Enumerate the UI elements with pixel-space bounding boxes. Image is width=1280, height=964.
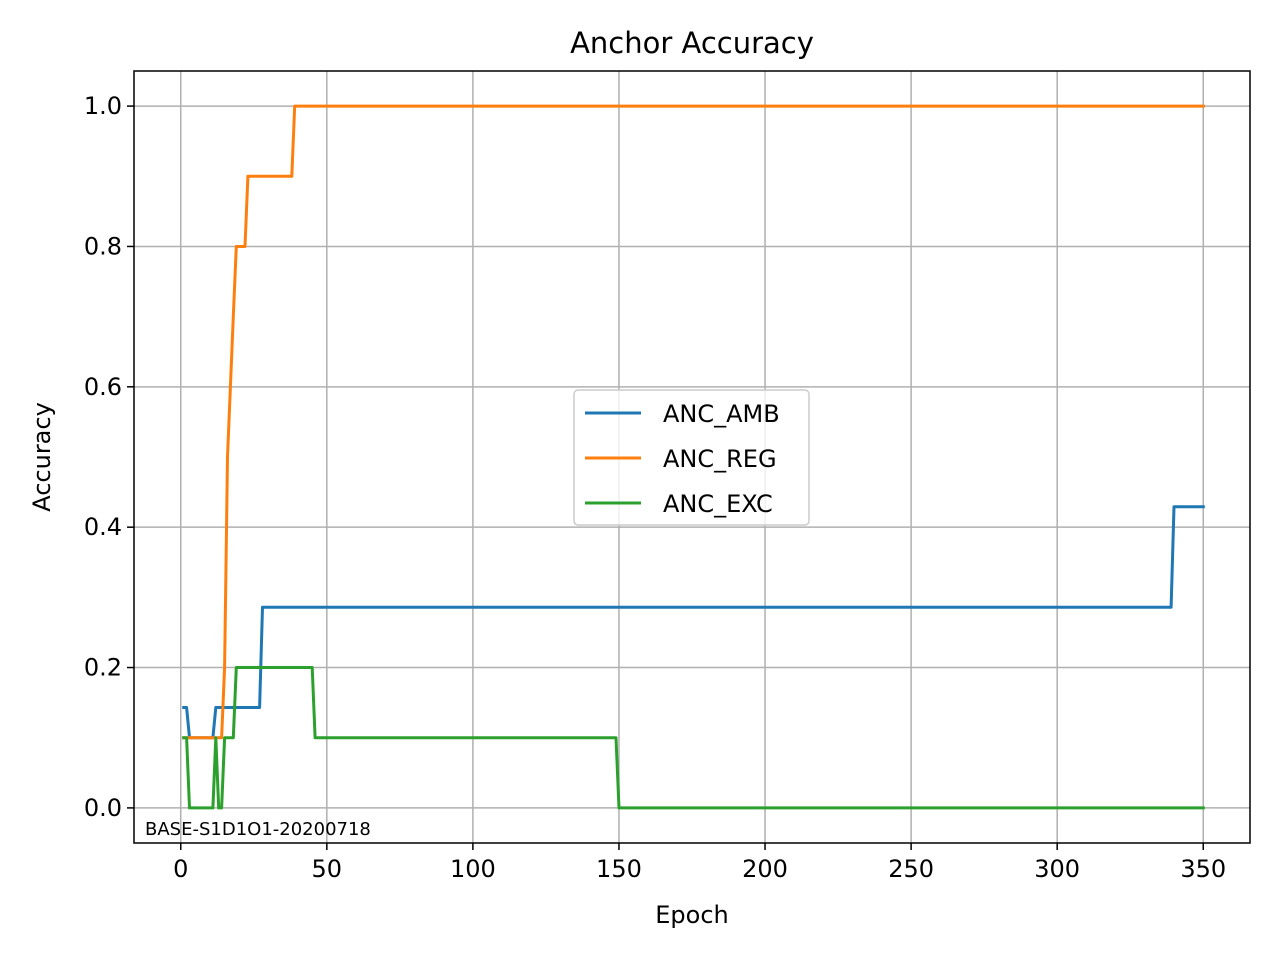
axis-ticks: 0 50 100 150 200 250 300 350 0.0 0.2 0.4 0.6 0.8 1.0 (84, 92, 1226, 883)
series-line-anc-amb (182, 505, 1205, 740)
series-lines (182, 104, 1205, 810)
y-tick-label: 0.4 (84, 513, 122, 541)
x-tick-label: 250 (888, 855, 934, 883)
y-tick-label: 0.2 (84, 654, 122, 682)
x-tick-label: 150 (596, 855, 642, 883)
series-line-anc-reg (182, 104, 1205, 740)
x-axis-label: Epoch (655, 901, 729, 929)
legend-label-anc-exc: ANC_EXC (663, 490, 773, 518)
y-tick-label: 0.6 (84, 373, 122, 401)
legend-label-anc-amb: ANC_AMB (663, 400, 780, 428)
chart-title: Anchor Accuracy (570, 26, 814, 60)
legend-label-anc-reg: ANC_REG (663, 445, 777, 473)
x-tick-label: 350 (1180, 855, 1226, 883)
y-tick-label: 0.0 (84, 794, 122, 822)
y-tick-label: 0.8 (84, 232, 122, 260)
x-tick-label: 0 (173, 855, 188, 883)
legend: ANC_AMB ANC_REG ANC_EXC (573, 389, 810, 526)
y-tick-label: 1.0 (84, 92, 122, 120)
x-tick-label: 200 (742, 855, 788, 883)
series-line-anc-exc (182, 666, 1205, 810)
y-axis-label: Accuracy (28, 402, 56, 512)
x-tick-label: 300 (1034, 855, 1080, 883)
x-tick-label: 50 (312, 855, 343, 883)
plot-area-frame (133, 70, 1251, 844)
run-id-annotation: BASE-S1D1O1-20200718 (145, 819, 371, 840)
legend-box (573, 389, 810, 526)
legend-entries: ANC_AMB ANC_REG ANC_EXC (585, 400, 780, 518)
x-tick-label: 100 (450, 855, 496, 883)
